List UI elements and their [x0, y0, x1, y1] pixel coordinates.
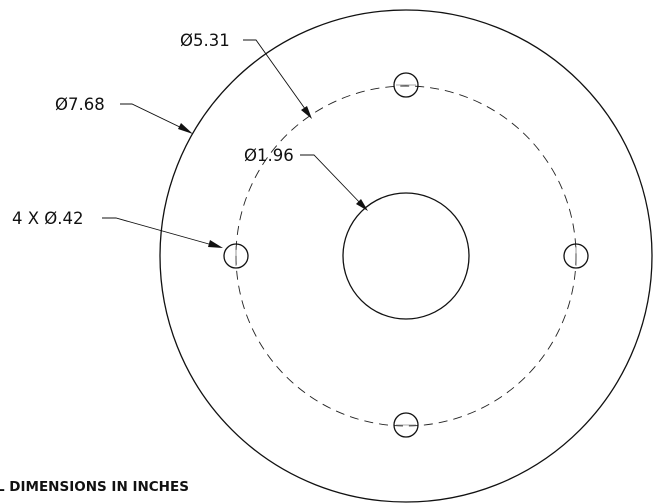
bolt-circle-label: Ø5.31	[180, 31, 230, 50]
bolt-hole-top	[393, 72, 419, 98]
bolt-hole-bottom	[393, 412, 419, 438]
center-hole-label: Ø1.96	[244, 146, 294, 165]
outer-diameter-leader	[120, 103, 193, 134]
bolt-circle	[235, 85, 577, 427]
center-hole	[342, 192, 470, 320]
outer-circle	[159, 9, 653, 503]
outer-diameter-label: Ø7.68	[55, 95, 105, 114]
center-hole-leader	[300, 154, 368, 211]
bolt-holes-label: 4 X Ø.42	[12, 209, 84, 228]
bolt-holes-leader	[102, 217, 223, 248]
units-note: L DIMENSIONS IN INCHES	[0, 479, 189, 495]
bolt-circle-leader	[243, 39, 312, 119]
bolt-hole-right	[563, 243, 589, 269]
bolt-hole-left	[223, 243, 249, 269]
